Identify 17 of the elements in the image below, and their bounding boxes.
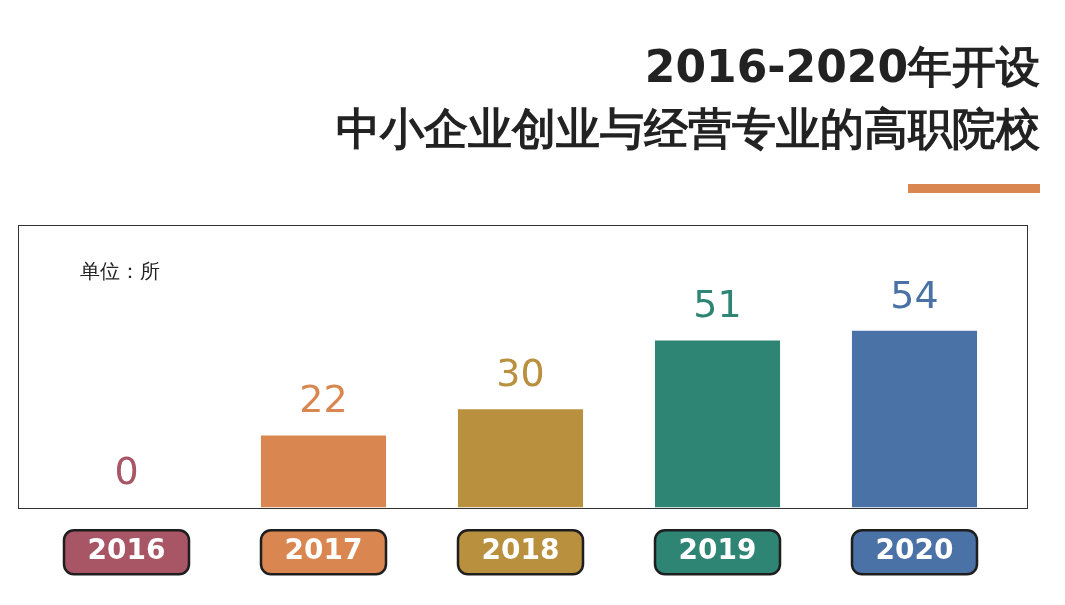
data-label: 0 [114, 449, 139, 494]
data-label: 51 [693, 282, 742, 327]
x-tick-label: 2017 [284, 533, 363, 567]
bar [851, 330, 978, 508]
chart-title: 2016-2020年开设 [643, 40, 1040, 94]
data-label: 54 [890, 272, 939, 317]
data-label: 30 [496, 351, 545, 396]
bar [654, 340, 781, 508]
x-tick-label: 2020 [875, 533, 954, 567]
x-tick-label: 2016 [87, 533, 166, 567]
text: 单位：所 [80, 258, 160, 285]
bar [260, 435, 387, 508]
chart-subtitle: 中小企业创业与经营专业的高职院校 [336, 102, 1040, 156]
x-tick-label: 2019 [678, 533, 757, 567]
data-label: 22 [299, 377, 348, 422]
x-tick-label: 2018 [481, 533, 560, 567]
bar [457, 409, 584, 508]
